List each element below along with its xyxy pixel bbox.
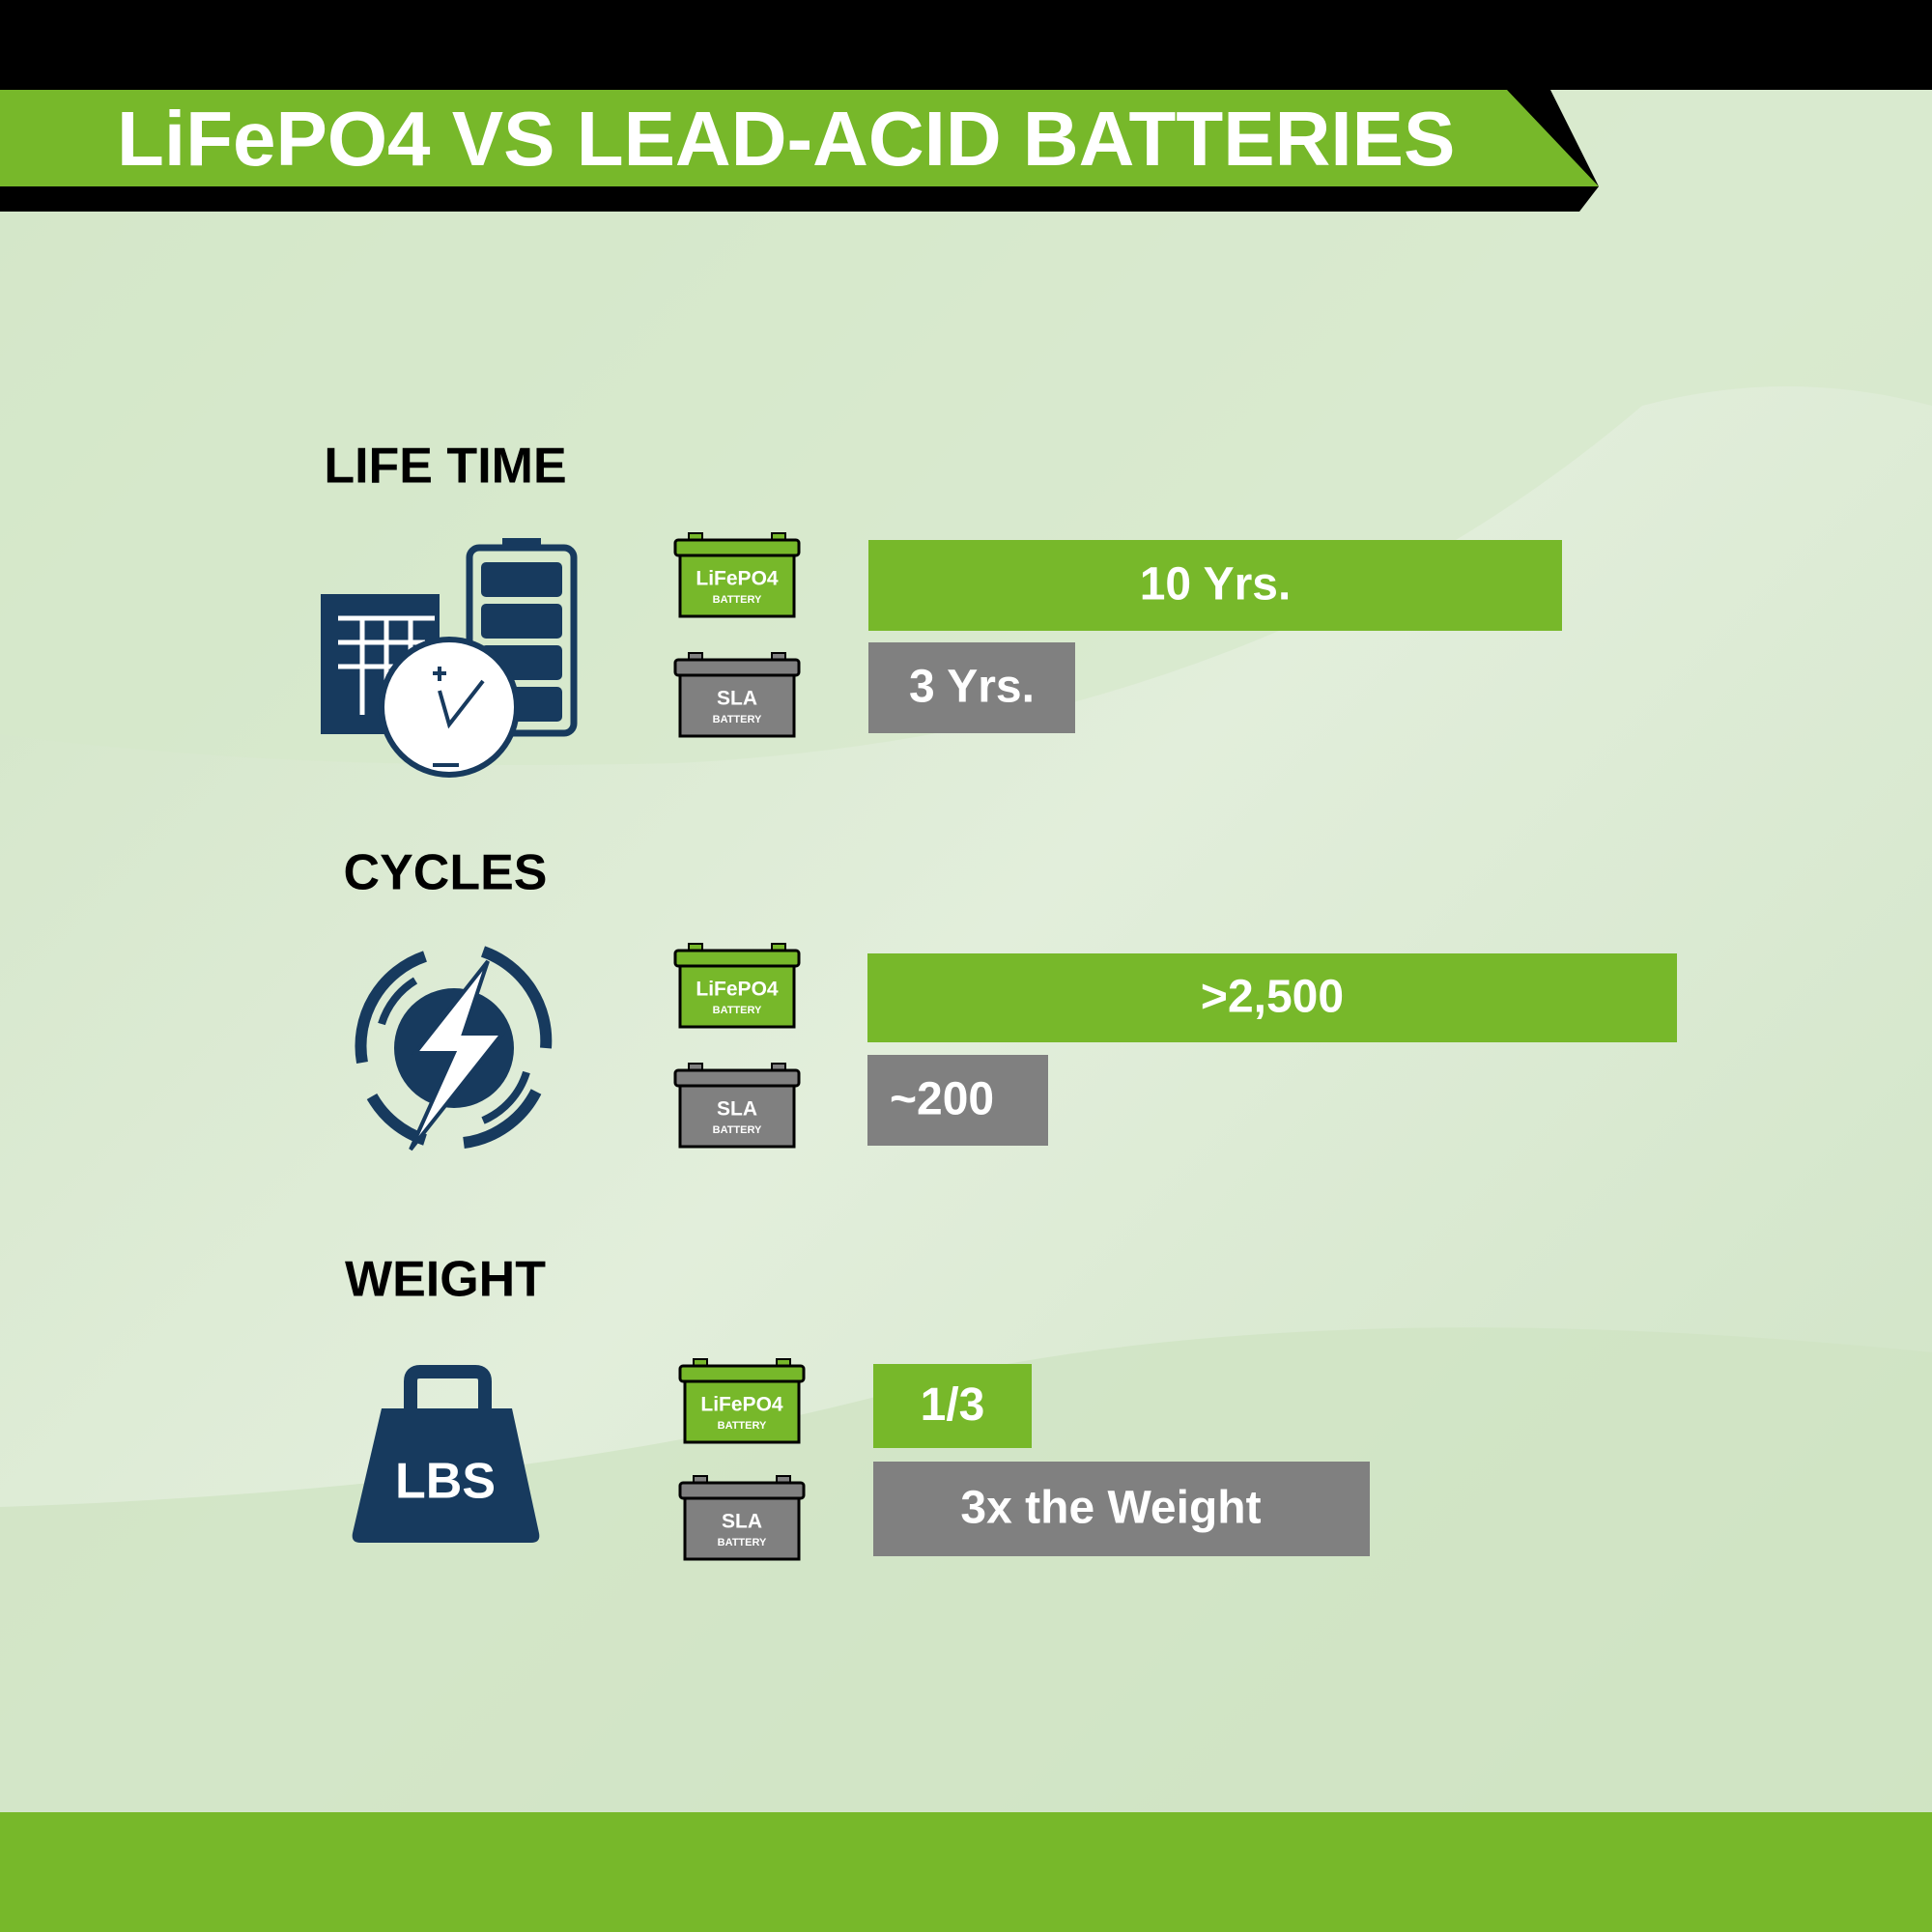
battery-lid xyxy=(673,949,801,968)
comparison-value: 1/3 xyxy=(921,1379,985,1431)
battery-label: SLA xyxy=(717,1098,757,1121)
battery-sublabel: BATTERY xyxy=(713,1124,762,1136)
lifetime-icon xyxy=(321,538,578,778)
battery-sublabel: BATTERY xyxy=(713,594,762,606)
battery-body xyxy=(683,1496,801,1561)
comparison-bar xyxy=(867,1055,1048,1146)
battery-label: SLA xyxy=(722,1511,762,1533)
comparison-value: 10 Yrs. xyxy=(1140,559,1292,611)
battery-body xyxy=(678,1084,796,1149)
cycles-icon xyxy=(355,946,553,1151)
section-heading: LIFE TIME xyxy=(324,439,566,495)
battery-sublabel: BATTERY xyxy=(718,1537,767,1548)
battery-body xyxy=(678,673,796,738)
comparison-value: >2,500 xyxy=(1201,972,1344,1023)
battery-sublabel: BATTERY xyxy=(718,1420,767,1432)
battery-icon: SLA BATTERY xyxy=(678,1475,806,1561)
comparison-bar xyxy=(868,540,1562,631)
comparison-bar xyxy=(867,953,1677,1042)
battery-body xyxy=(678,964,796,1029)
page-title: LiFePO4 VS LEAD-ACID BATTERIES xyxy=(117,96,1455,182)
battery-label: SLA xyxy=(717,688,757,710)
section-heading: WEIGHT xyxy=(345,1252,546,1308)
battery-icon: LiFePO4 BATTERY xyxy=(673,532,801,618)
battery-sublabel: BATTERY xyxy=(713,714,762,725)
comparison-bar xyxy=(868,642,1075,733)
battery-label: LiFePO4 xyxy=(696,979,779,1001)
battery-lid xyxy=(673,658,801,677)
comparison-value: ~200 xyxy=(890,1074,994,1125)
battery-lid xyxy=(673,538,801,557)
comparison-value: 3 Yrs. xyxy=(909,662,1035,713)
comparison-bar xyxy=(873,1462,1370,1556)
battery-icon: SLA BATTERY xyxy=(673,1063,801,1149)
section-heading: CYCLES xyxy=(344,845,548,901)
comparison-value: 3x the Weight xyxy=(960,1483,1261,1534)
battery-icon: LiFePO4 BATTERY xyxy=(673,943,801,1029)
battery-label: LiFePO4 xyxy=(700,1394,783,1416)
header-band xyxy=(0,0,1932,90)
weight-icon xyxy=(352,1365,540,1543)
weight-icon-label: LBS xyxy=(395,1454,496,1510)
battery-lid xyxy=(678,1364,806,1383)
battery-icon: SLA BATTERY xyxy=(673,652,801,738)
header-banner xyxy=(0,90,1599,186)
comparison-bar xyxy=(873,1364,1032,1448)
battery-label: LiFePO4 xyxy=(696,568,779,590)
battery-lid xyxy=(678,1481,806,1500)
battery-icon: LiFePO4 BATTERY xyxy=(678,1358,806,1444)
battery-body xyxy=(678,554,796,618)
battery-lid xyxy=(673,1068,801,1088)
battery-body xyxy=(683,1379,801,1444)
footer-band xyxy=(0,1812,1932,1932)
battery-sublabel: BATTERY xyxy=(713,1005,762,1016)
